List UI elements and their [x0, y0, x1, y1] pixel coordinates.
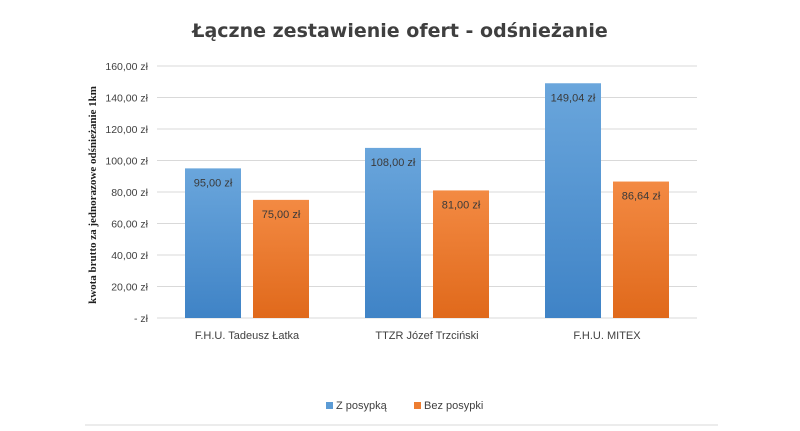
y-tick-label: - zł — [134, 313, 149, 325]
category-label: F.H.U. MITEX — [573, 330, 641, 342]
y-tick-label: 100,00 zł — [105, 156, 148, 168]
legend: Z posypką Bez posypki — [326, 400, 483, 412]
category-label: TTZR Józef Trzciński — [375, 330, 478, 342]
legend-swatch — [326, 402, 333, 409]
data-label: 75,00 zł — [262, 209, 301, 221]
data-label: 149,04 zł — [551, 92, 596, 104]
y-tick-label: 80,00 zł — [111, 187, 148, 199]
bars — [185, 83, 669, 319]
bar — [433, 190, 489, 318]
y-tick-label: 20,00 zł — [111, 282, 148, 294]
y-tick-label: 60,00 zł — [111, 219, 148, 231]
y-tick-label: 40,00 zł — [111, 250, 148, 262]
bar — [253, 199, 309, 318]
y-axis-label: kwota brutto za jednorazowe odśnieżanie … — [87, 86, 99, 304]
bar — [365, 147, 421, 318]
bar — [545, 83, 601, 319]
data-label: 86,64 zł — [622, 191, 661, 203]
x-axis-categories: F.H.U. Tadeusz Łatka TTZR Józef Trzciński… — [195, 330, 641, 342]
y-tick-label: 120,00 zł — [105, 124, 148, 136]
legend-label: Bez posypki — [424, 400, 483, 412]
legend-swatch — [414, 402, 421, 409]
data-label: 81,00 zł — [442, 199, 481, 211]
y-tick-label: 140,00 zł — [105, 93, 148, 105]
bar — [185, 168, 241, 318]
data-label: 95,00 zł — [194, 177, 233, 189]
bar — [613, 181, 669, 318]
chart-title: Łączne zestawienie ofert - odśnieżanie — [191, 20, 608, 42]
gridlines — [157, 65, 697, 319]
data-labels: 95,00 zł 75,00 zł 108,00 zł 81,00 zł 149,04 … — [194, 92, 661, 221]
category-label: F.H.U. Tadeusz Łatka — [195, 330, 300, 342]
legend-label: Z posypką — [336, 400, 388, 412]
y-tick-label: 160,00 zł — [105, 61, 148, 73]
y-axis-ticks: - zł 20,00 zł 40,00 zł 60,00 zł 80,00 zł 100,… — [105, 61, 148, 325]
data-label: 108,00 zł — [371, 157, 416, 169]
